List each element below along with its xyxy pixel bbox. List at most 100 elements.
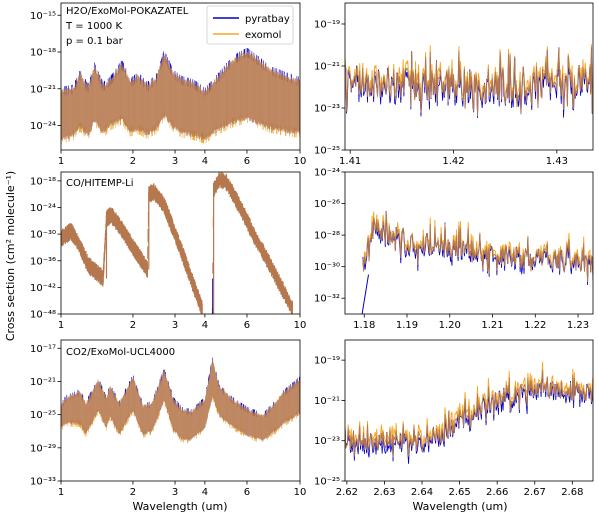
x-tick-label: 10 [294,320,307,331]
y-tick-label: 10⁻¹⁹ [314,356,340,367]
x-tick-label: 2.63 [373,487,395,498]
y-tick-label: 10⁻³² [314,294,340,305]
series-pyratbay-line [362,211,593,285]
series-overlap-line [345,46,593,117]
x-tick-label: 2.64 [411,487,433,498]
y-axis-label: Cross section (cm² molecule⁻¹) [4,171,17,341]
x-tick-label: 4 [202,156,208,167]
x-tick-label: 4 [202,320,208,331]
panel-1: 1 2 3 4 6 10 10⁻²⁴ 10⁻²¹ 10⁻¹⁸ 10⁻¹⁵ [30,2,307,167]
panel-4-frame [344,171,594,315]
panel1-temperature-label: T = 1000 K [65,21,122,32]
x-tick-label: 1.42 [442,156,464,167]
panel-1-frame [60,2,301,151]
series-overlap-band [61,359,300,442]
x-tick-label: 1 [58,320,64,331]
y-tick-label: 10⁻¹⁹ [314,20,340,31]
x-tick-label: 1.41 [339,156,361,167]
co-band-4 [211,172,293,314]
panel-5: 1 2 3 4 6 10 10⁻³³ 10⁻²⁹ 10⁻²⁵ 10⁻²¹ 10⁻¹⁷ [30,339,307,498]
y-tick-label: 10⁻²⁴ [30,121,56,132]
x-tick-label: 3 [172,156,178,167]
co-band-2 [102,207,148,284]
x-tick-label: 2.67 [524,487,546,498]
y-tick-label: 10⁻³⁰ [30,230,56,241]
y-tick-label: 10⁻²⁵ [314,477,340,488]
series-overlap-band [61,50,300,141]
legend-pyratbay-label: pyratbay [245,14,290,25]
y-tick-label: 10⁻²⁶ [314,199,340,210]
y-tick-label: 10⁻²⁴ [30,203,56,214]
series-overlap-line [362,211,593,282]
y-tick-label: 10⁻²³ [314,436,340,447]
x-tick-label: 2.68 [561,487,583,498]
panel3-molecule-label: CO/HITEMP-Li [66,178,134,189]
y-tick-label: 10⁻²⁵ [30,410,56,421]
panel1-molecule-label: H2O/ExoMol-POKAZATEL [66,6,189,17]
y-tick-label: 10⁻⁴⁸ [30,310,56,321]
panel5-molecule-label: CO2/ExoMol-UCL4000 [66,347,175,358]
x-tick-label: 1.21 [481,320,503,331]
y-tick-label: 10⁻²³ [314,104,340,115]
x-axis-label-left: Wavelength (um) [132,500,227,513]
x-tick-label: 1.18 [353,320,375,331]
y-tick-label: 10⁻¹⁸ [30,176,56,187]
legend-exomol-label: exomol [245,30,281,41]
y-tick-label: 10⁻²¹ [314,396,340,407]
y-tick-label: 10⁻²⁴ [314,168,340,179]
panel-3-data [61,172,293,314]
x-tick-label: 3 [172,487,178,498]
y-tick-label: 10⁻³⁰ [314,262,340,273]
y-tick-label: 10⁻¹⁸ [30,48,56,59]
y-tick-label: 10⁻⁴² [30,283,56,294]
x-tick-label: 2.66 [486,487,508,498]
co-band-1 [61,223,104,287]
series-overlap-line [345,370,593,458]
x-tick-label: 2 [130,487,136,498]
series-exomol-line [345,44,593,115]
x-tick-label: 1 [58,487,64,498]
y-tick-label: 10⁻²¹ [30,84,56,95]
y-tick-label: 10⁻²¹ [314,62,340,73]
panel-5-data [61,357,300,443]
x-tick-label: 10 [294,156,307,167]
panel-6: 2.62 2.63 2.64 2.65 2.66 2.67 2.68 10⁻²⁵ 10⁻²³ 10… [314,339,594,498]
panel-3-frame [60,171,301,315]
x-tick-label: 1.43 [546,156,568,167]
series-pyratbay-onset [361,274,370,314]
panel-2: 1.41 1.42 1.43 10⁻²⁵ 10⁻²³ 10⁻²¹ 10⁻¹⁹ [314,2,594,167]
y-tick-label: 10⁻²⁵ [314,146,340,157]
panel-5-frame [60,339,301,482]
x-tick-label: 1 [58,156,64,167]
y-tick-label: 10⁻²⁹ [30,443,56,454]
x-tick-label: 2.65 [448,487,470,498]
x-tick-label: 1.22 [524,320,546,331]
legend: pyratbay exomol [206,5,294,45]
panel-1-data [61,48,300,144]
panel1-pressure-label: p = 0.1 bar [66,36,124,47]
y-tick-label: 10⁻³⁶ [30,256,56,267]
panel-2-data [345,44,593,118]
x-tick-label: 1.23 [567,320,589,331]
y-tick-label: 10⁻²¹ [30,377,56,388]
co-band-3 [146,183,203,314]
y-tick-label: 10⁻¹⁷ [30,344,56,355]
panel-4: 1.18 1.19 1.20 1.21 1.22 1.23 10⁻³² 10⁻³⁰ 10⁻²⁸ 1… [314,168,594,331]
x-tick-label: 4 [202,487,208,498]
panel-6-data [345,361,593,464]
x-tick-label: 2 [130,156,136,167]
x-tick-label: 6 [244,320,250,331]
y-tick-label: 10⁻²⁸ [314,231,340,242]
x-tick-label: 6 [244,487,250,498]
x-tick-label: 1.20 [439,320,461,331]
x-tick-label: 1.19 [396,320,418,331]
x-axis-label-right: Wavelength (um) [412,500,507,513]
y-tick-label: 10⁻¹⁵ [30,11,56,22]
y-tick-label: 10⁻³³ [30,477,56,488]
x-tick-label: 2.62 [336,487,358,498]
x-tick-label: 10 [294,487,307,498]
x-tick-label: 3 [172,320,178,331]
x-tick-label: 6 [244,156,250,167]
panel-2-frame [344,2,594,151]
